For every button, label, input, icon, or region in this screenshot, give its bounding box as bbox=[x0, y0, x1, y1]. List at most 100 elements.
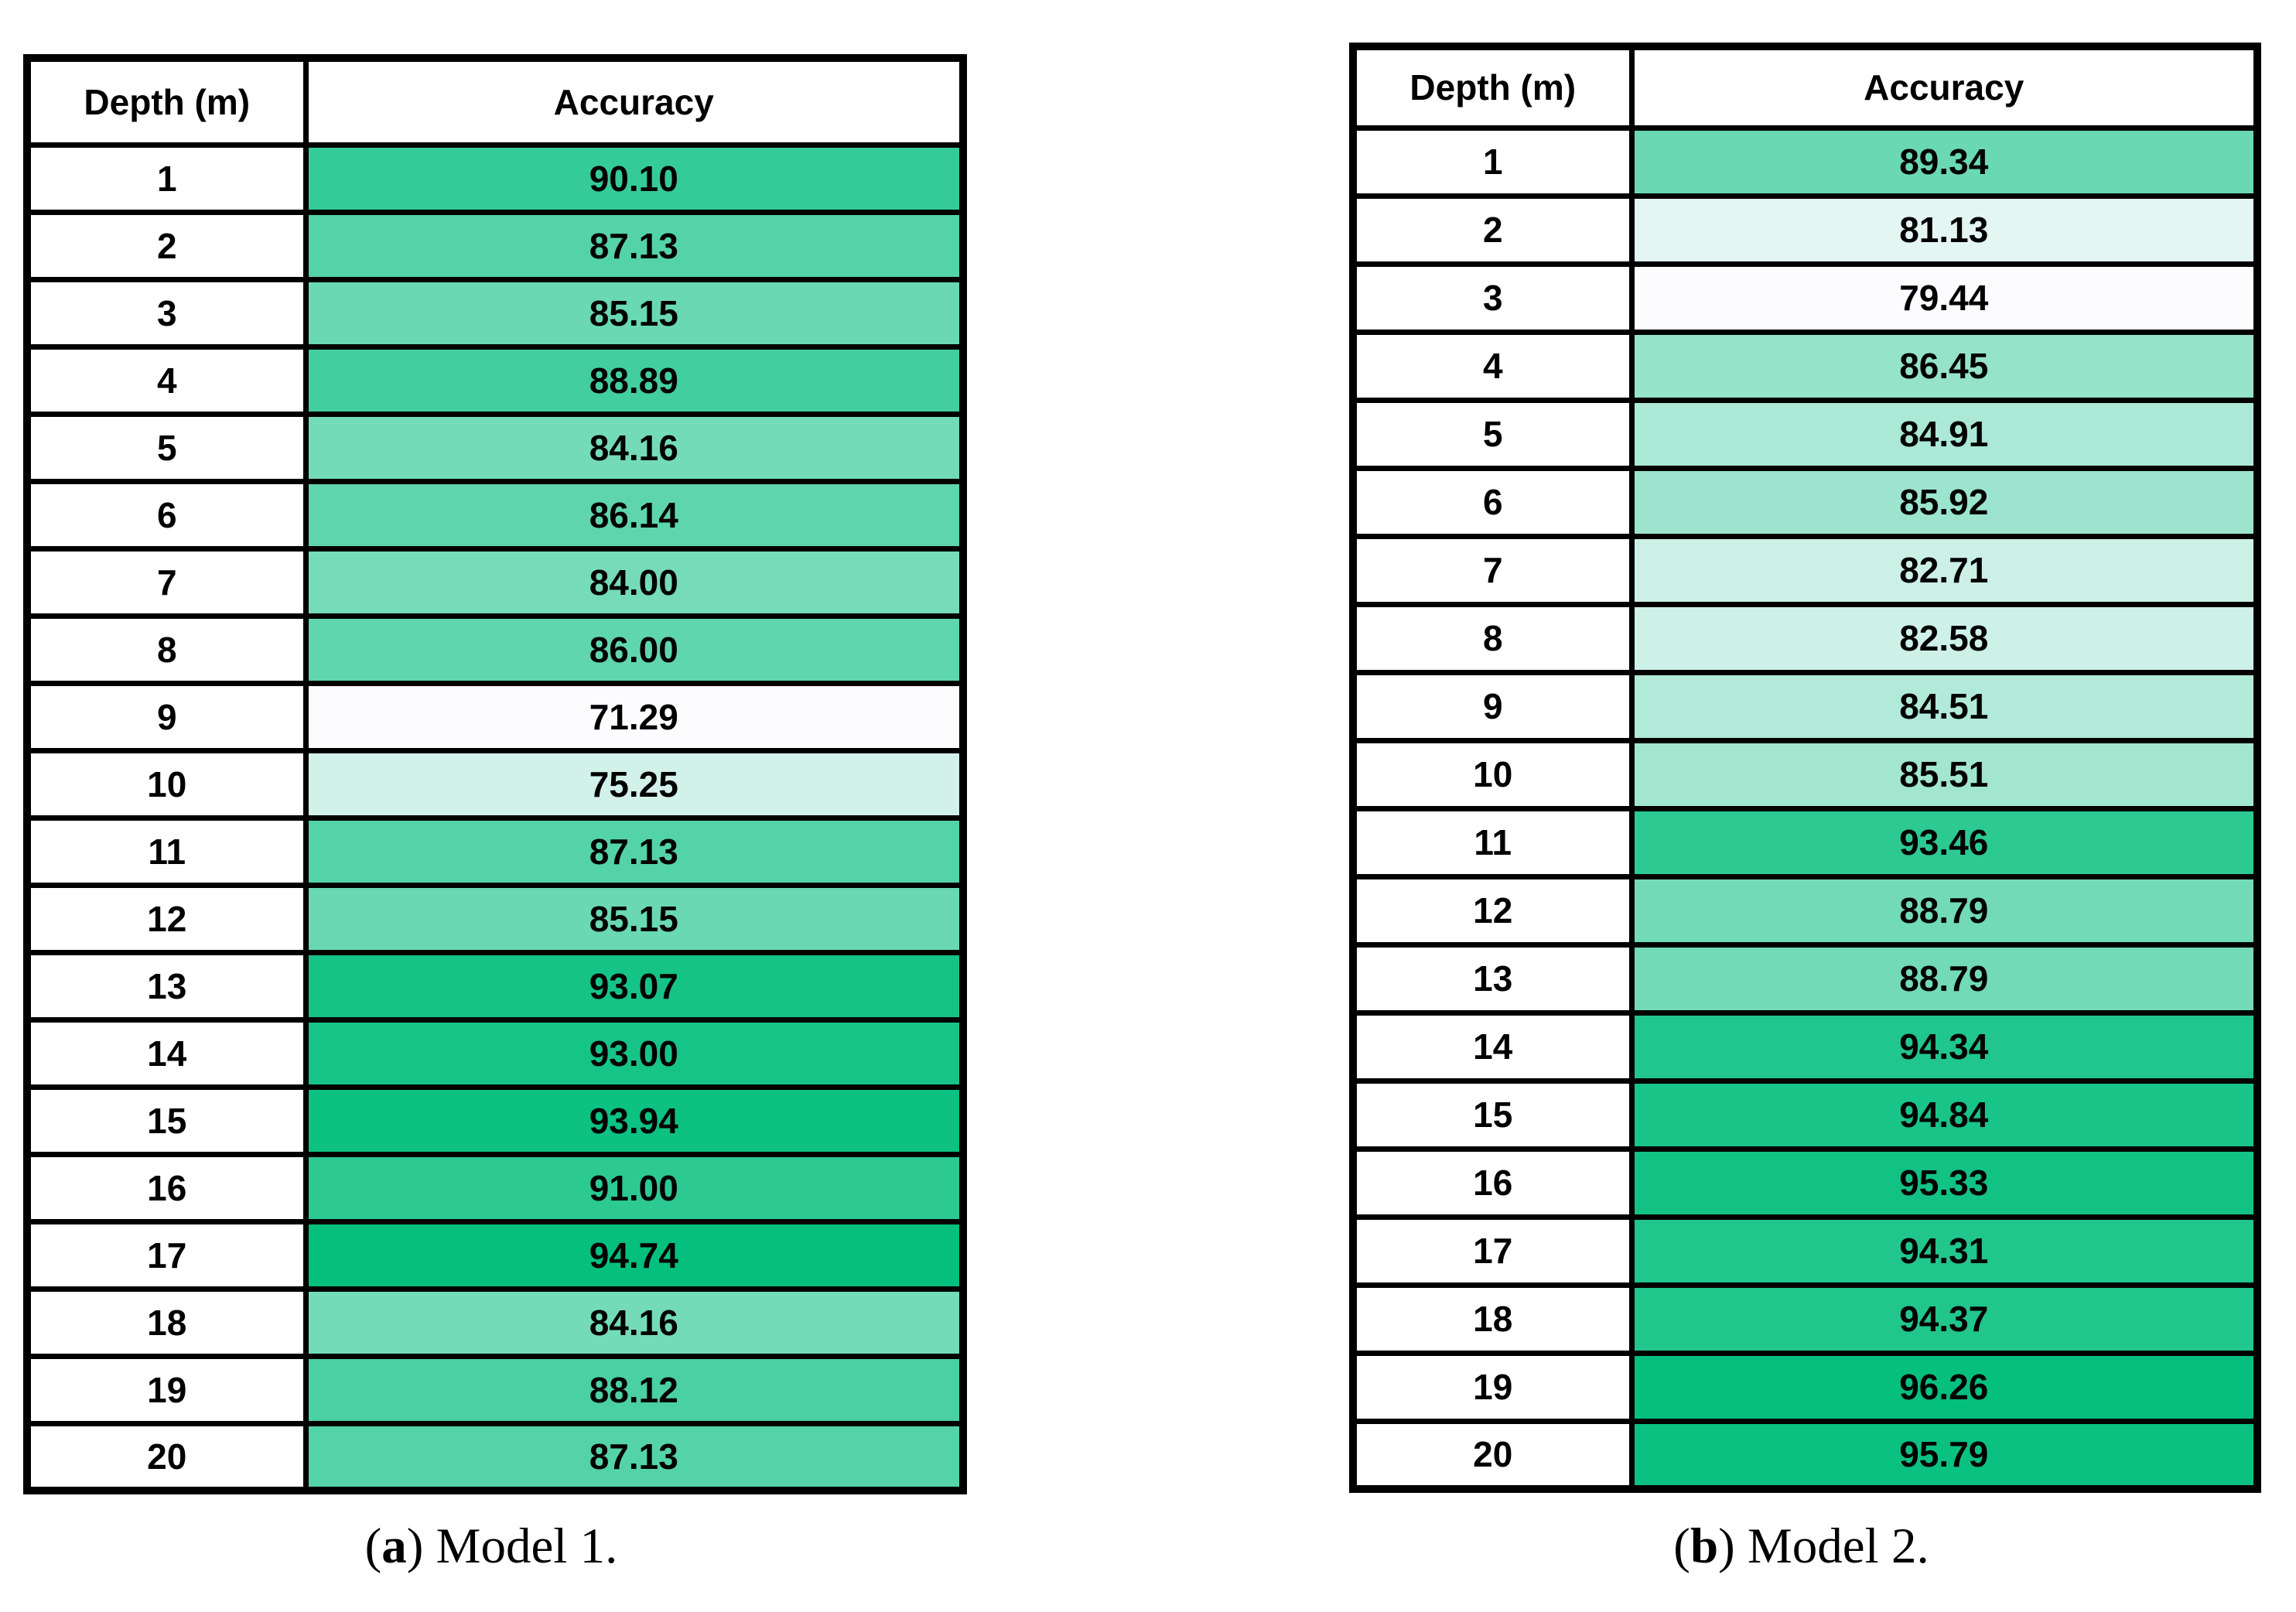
caption-rest: ) Model 2. bbox=[1718, 1518, 1929, 1574]
accuracy-cell: 93.00 bbox=[302, 1016, 966, 1090]
accuracy-cell: 95.79 bbox=[1628, 1418, 2260, 1492]
accuracy-cell: 94.34 bbox=[1628, 1009, 2260, 1084]
depth-cell: 8 bbox=[24, 613, 309, 686]
accuracy-cell: 71.29 bbox=[302, 680, 966, 753]
accuracy-cell: 88.89 bbox=[302, 343, 966, 417]
table-row: 12 88.79 bbox=[1350, 873, 2260, 948]
depth-cell: 6 bbox=[24, 478, 309, 552]
depth-cell: 20 bbox=[24, 1420, 309, 1494]
depth-cell: 8 bbox=[1350, 601, 1635, 675]
accuracy-cell: 87.13 bbox=[302, 815, 966, 888]
depth-cell: 15 bbox=[24, 1084, 309, 1157]
model1-table: Depth (m) Accuracy 1 90.10 2 87.13 3 85.15 4 88… bbox=[23, 54, 967, 1494]
table-row: 1 90.10 bbox=[24, 142, 966, 215]
table-row: 14 94.34 bbox=[1350, 1009, 2260, 1084]
caption-letter: b bbox=[1690, 1518, 1719, 1574]
depth-cell: 4 bbox=[1350, 329, 1635, 403]
table-row: 13 93.07 bbox=[24, 949, 966, 1023]
model2-table: Depth (m) Accuracy 1 89.34 2 81.13 3 79.44 4 86… bbox=[1349, 43, 2261, 1493]
depth-cell: 5 bbox=[24, 411, 309, 484]
depth-cell: 11 bbox=[1350, 805, 1635, 879]
depth-cell: 7 bbox=[1350, 533, 1635, 607]
depth-cell: 19 bbox=[24, 1353, 309, 1426]
table-row: 11 93.46 bbox=[1350, 805, 2260, 879]
table-row: 3 85.15 bbox=[24, 276, 966, 350]
accuracy-cell: 88.79 bbox=[1628, 873, 2260, 948]
depth-cell: 3 bbox=[24, 276, 309, 350]
accuracy-cell: 86.45 bbox=[1628, 329, 2260, 403]
depth-cell: 16 bbox=[24, 1151, 309, 1224]
accuracy-cell: 84.91 bbox=[1628, 397, 2260, 471]
accuracy-cell: 84.16 bbox=[302, 1286, 966, 1359]
depth-cell: 7 bbox=[24, 545, 309, 619]
depth-cell: 1 bbox=[1350, 125, 1635, 199]
table-row: 1 89.34 bbox=[1350, 125, 2260, 199]
depth-cell: 19 bbox=[1350, 1350, 1635, 1424]
accuracy-cell: 84.00 bbox=[302, 545, 966, 619]
accuracy-cell: 94.31 bbox=[1628, 1214, 2260, 1288]
depth-header: Depth (m) bbox=[24, 55, 309, 148]
accuracy-header: Accuracy bbox=[1628, 43, 2260, 131]
accuracy-cell: 90.10 bbox=[302, 142, 966, 215]
depth-cell: 12 bbox=[24, 882, 309, 955]
table-row: 18 84.16 bbox=[24, 1286, 966, 1359]
table-row: 17 94.31 bbox=[1350, 1214, 2260, 1288]
table-row: 5 84.16 bbox=[24, 411, 966, 484]
table-row: 13 88.79 bbox=[1350, 941, 2260, 1016]
table-row: 6 86.14 bbox=[24, 478, 966, 552]
accuracy-cell: 85.15 bbox=[302, 882, 966, 955]
table-row: 2 81.13 bbox=[1350, 193, 2260, 267]
accuracy-cell: 94.84 bbox=[1628, 1078, 2260, 1152]
table-row: 14 93.00 bbox=[24, 1016, 966, 1090]
table-row: 17 94.74 bbox=[24, 1218, 966, 1292]
depth-cell: 11 bbox=[24, 815, 309, 888]
header-row: Depth (m) Accuracy bbox=[24, 55, 966, 148]
table-row: 15 93.94 bbox=[24, 1084, 966, 1157]
accuracy-cell: 93.46 bbox=[1628, 805, 2260, 879]
accuracy-cell: 79.44 bbox=[1628, 261, 2260, 335]
accuracy-header: Accuracy bbox=[302, 55, 966, 148]
table-row: 15 94.84 bbox=[1350, 1078, 2260, 1152]
depth-cell: 14 bbox=[1350, 1009, 1635, 1084]
depth-cell: 10 bbox=[24, 747, 309, 821]
accuracy-cell: 94.37 bbox=[1628, 1282, 2260, 1356]
table-row: 4 86.45 bbox=[1350, 329, 2260, 403]
accuracy-cell: 88.79 bbox=[1628, 941, 2260, 1016]
accuracy-cell: 86.00 bbox=[302, 613, 966, 686]
table-row: 2 87.13 bbox=[24, 209, 966, 282]
accuracy-cell: 82.71 bbox=[1628, 533, 2260, 607]
accuracy-cell: 75.25 bbox=[302, 747, 966, 821]
table-row: 8 86.00 bbox=[24, 613, 966, 686]
caption-paren-open: ( bbox=[364, 1518, 382, 1574]
accuracy-cell: 84.16 bbox=[302, 411, 966, 484]
depth-cell: 17 bbox=[24, 1218, 309, 1292]
depth-cell: 18 bbox=[24, 1286, 309, 1359]
table-row: 5 84.91 bbox=[1350, 397, 2260, 471]
depth-cell: 6 bbox=[1350, 465, 1635, 539]
table-row: 3 79.44 bbox=[1350, 261, 2260, 335]
accuracy-cell: 86.14 bbox=[302, 478, 966, 552]
depth-cell: 2 bbox=[1350, 193, 1635, 267]
depth-cell: 13 bbox=[1350, 941, 1635, 1016]
caption-paren-open: ( bbox=[1673, 1518, 1690, 1574]
accuracy-cell: 96.26 bbox=[1628, 1350, 2260, 1424]
table-row: 12 85.15 bbox=[24, 882, 966, 955]
table-row: 19 88.12 bbox=[24, 1353, 966, 1426]
table-row: 11 87.13 bbox=[24, 815, 966, 888]
accuracy-cell: 87.13 bbox=[302, 209, 966, 282]
table-row: 10 85.51 bbox=[1350, 737, 2260, 811]
depth-cell: 4 bbox=[24, 343, 309, 417]
accuracy-cell: 88.12 bbox=[302, 1353, 966, 1426]
table-row: 8 82.58 bbox=[1350, 601, 2260, 675]
depth-cell: 9 bbox=[1350, 669, 1635, 743]
depth-cell: 5 bbox=[1350, 397, 1635, 471]
table-row: 4 88.89 bbox=[24, 343, 966, 417]
depth-cell: 10 bbox=[1350, 737, 1635, 811]
depth-cell: 15 bbox=[1350, 1078, 1635, 1152]
accuracy-cell: 95.33 bbox=[1628, 1146, 2260, 1220]
accuracy-cell: 85.92 bbox=[1628, 465, 2260, 539]
accuracy-cell: 81.13 bbox=[1628, 193, 2260, 267]
accuracy-cell: 84.51 bbox=[1628, 669, 2260, 743]
depth-header: Depth (m) bbox=[1350, 43, 1635, 131]
